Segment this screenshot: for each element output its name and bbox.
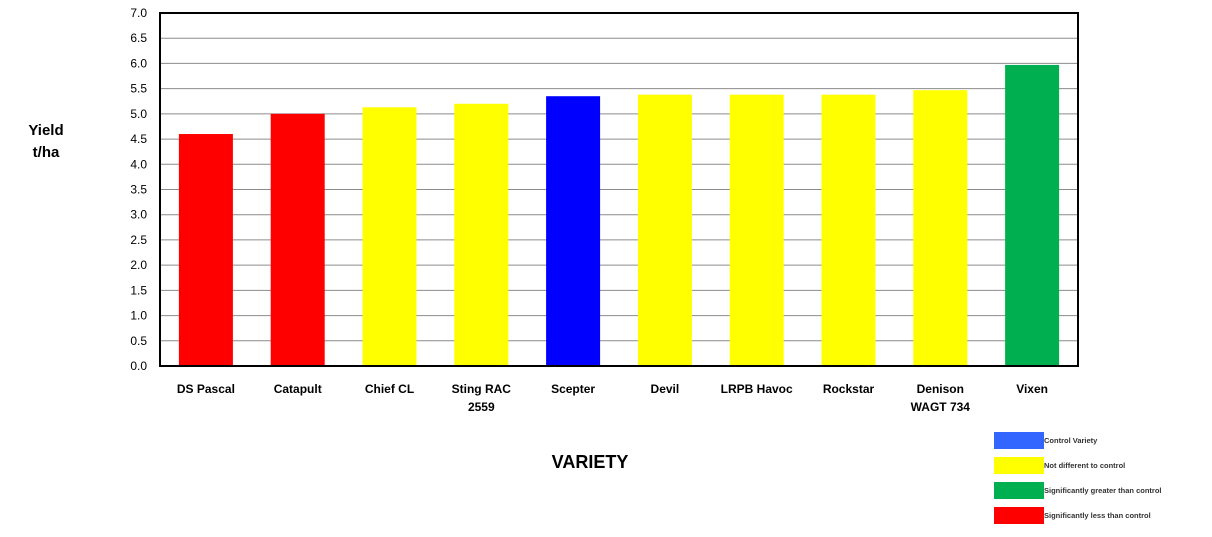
- legend-item-control: Control Variety: [994, 428, 1206, 453]
- x-tick-label: 2559: [468, 400, 495, 414]
- y-tick-label: 4.5: [130, 132, 147, 146]
- x-tick-label: Vixen: [1016, 382, 1048, 396]
- legend-swatch-greater: [994, 482, 1044, 499]
- legend-label-not-different: Not different to control: [1044, 461, 1126, 470]
- legend-swatch-less: [994, 507, 1044, 524]
- x-tick-label: WAGT 734: [911, 400, 971, 414]
- bar: [362, 107, 417, 367]
- bar: [913, 90, 968, 367]
- y-tick-label: 1.5: [130, 283, 147, 297]
- legend: Control Variety Not different to control…: [994, 428, 1206, 528]
- x-axis-title: VARIETY: [551, 452, 629, 472]
- x-tick-label: Chief CL: [365, 382, 414, 396]
- y-tick-label: 5.5: [130, 82, 147, 96]
- x-tick-label: LRPB Havoc: [721, 382, 793, 396]
- bar: [454, 103, 509, 367]
- bar: [178, 134, 233, 366]
- y-tick-label: 5.0: [130, 107, 147, 121]
- bar: [270, 113, 325, 366]
- x-tick-label: Rockstar: [823, 382, 875, 396]
- y-tick-label: 7.0: [130, 6, 147, 20]
- y-tick-label: 2.0: [130, 258, 147, 272]
- bar: [637, 94, 692, 367]
- y-axis-title-yield: Yield: [28, 122, 64, 139]
- y-tick-label: 0.0: [130, 359, 147, 373]
- x-tick-label: Devil: [651, 382, 680, 396]
- bar: [821, 94, 876, 367]
- legend-item-less: Significantly less than control: [994, 503, 1206, 528]
- y-axis-title-unit: t/ha: [32, 144, 60, 161]
- y-tick-label: 1.0: [130, 309, 147, 323]
- y-tick-label: 3.0: [130, 208, 147, 222]
- legend-label-control: Control Variety: [1044, 436, 1098, 445]
- bar: [1005, 64, 1060, 366]
- bar: [729, 94, 784, 367]
- legend-swatch-not-different: [994, 457, 1044, 474]
- y-tick-label: 0.5: [130, 334, 147, 348]
- y-tick-label: 6.0: [130, 56, 147, 70]
- legend-label-greater: Significantly greater than control: [1044, 486, 1162, 495]
- plot-area-border: [159, 12, 1079, 367]
- legend-label-less: Significantly less than control: [1044, 511, 1151, 520]
- bar: [546, 96, 601, 366]
- legend-item-greater: Significantly greater than control: [994, 478, 1206, 503]
- y-tick-label: 6.5: [130, 31, 147, 45]
- x-tick-label: Scepter: [551, 382, 595, 396]
- x-tick-label: Denison: [917, 382, 964, 396]
- x-tick-label: DS Pascal: [177, 382, 235, 396]
- y-tick-label: 3.5: [130, 183, 147, 197]
- y-tick-label: 4.0: [130, 157, 147, 171]
- x-tick-label: Sting RAC: [452, 382, 512, 396]
- x-tick-label: Catapult: [274, 382, 322, 396]
- legend-swatch-control: [994, 432, 1044, 449]
- legend-item-not-different: Not different to control: [994, 453, 1206, 478]
- y-tick-label: 2.5: [130, 233, 147, 247]
